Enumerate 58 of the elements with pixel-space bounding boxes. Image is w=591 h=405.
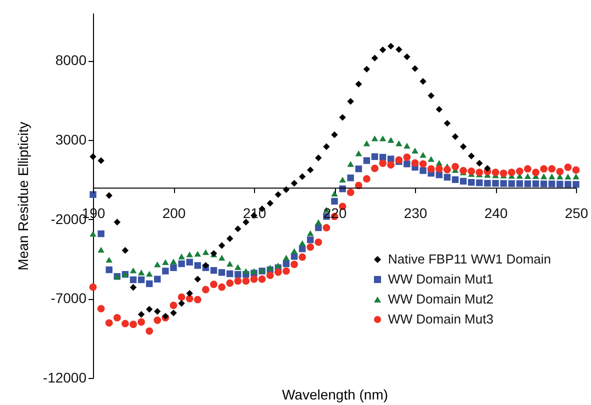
x-tick-label: 230	[404, 205, 428, 222]
point	[396, 46, 402, 53]
y-axis-title: Mean Residue Ellipticity	[14, 122, 31, 270]
point	[138, 311, 145, 318]
x-tick-label: 200	[162, 205, 186, 222]
point	[323, 143, 330, 150]
point	[194, 276, 202, 282]
point	[355, 80, 362, 88]
legend-label: WW Domain Mut1	[388, 272, 494, 286]
point	[218, 242, 226, 249]
point	[412, 65, 418, 72]
point	[347, 98, 354, 105]
y-tick-label: -7000	[50, 290, 87, 306]
point	[444, 120, 451, 127]
point	[363, 66, 370, 73]
point	[274, 191, 282, 198]
point	[290, 180, 298, 187]
x-axis-title: Wavelength (nm)	[282, 386, 388, 402]
x-tick-label: 250	[564, 205, 588, 222]
point	[266, 200, 274, 207]
point	[98, 157, 104, 164]
point	[468, 152, 475, 160]
point	[130, 284, 137, 291]
point	[298, 173, 306, 180]
point	[452, 133, 459, 140]
point	[371, 54, 378, 62]
point	[90, 153, 96, 160]
legend-label: WW Domain Mut2	[388, 292, 494, 306]
point	[339, 114, 346, 121]
point	[484, 165, 491, 172]
point	[114, 218, 121, 226]
point	[226, 235, 234, 242]
point	[315, 154, 322, 162]
legend-label: Native FBP11 WW1 Domain	[388, 252, 552, 266]
point	[170, 310, 177, 316]
point	[306, 166, 314, 174]
point	[122, 247, 129, 254]
point	[154, 308, 161, 315]
legend-label: WW Domain Mut3	[388, 312, 494, 326]
point	[476, 160, 483, 167]
point	[428, 92, 434, 100]
point	[404, 53, 410, 60]
point	[379, 46, 386, 54]
point	[186, 290, 193, 297]
y-tick-label: 8000	[55, 52, 87, 68]
point	[178, 300, 185, 307]
y-tick-label: 3000	[55, 131, 87, 148]
y-tick-label: -12000	[42, 370, 87, 386]
point	[331, 131, 338, 138]
point	[106, 192, 112, 199]
point	[420, 78, 426, 85]
point	[202, 262, 210, 269]
point	[146, 306, 153, 313]
point	[460, 143, 467, 150]
point	[436, 106, 443, 113]
x-tick-label: 240	[484, 205, 508, 222]
point	[234, 225, 242, 232]
point	[387, 42, 394, 50]
